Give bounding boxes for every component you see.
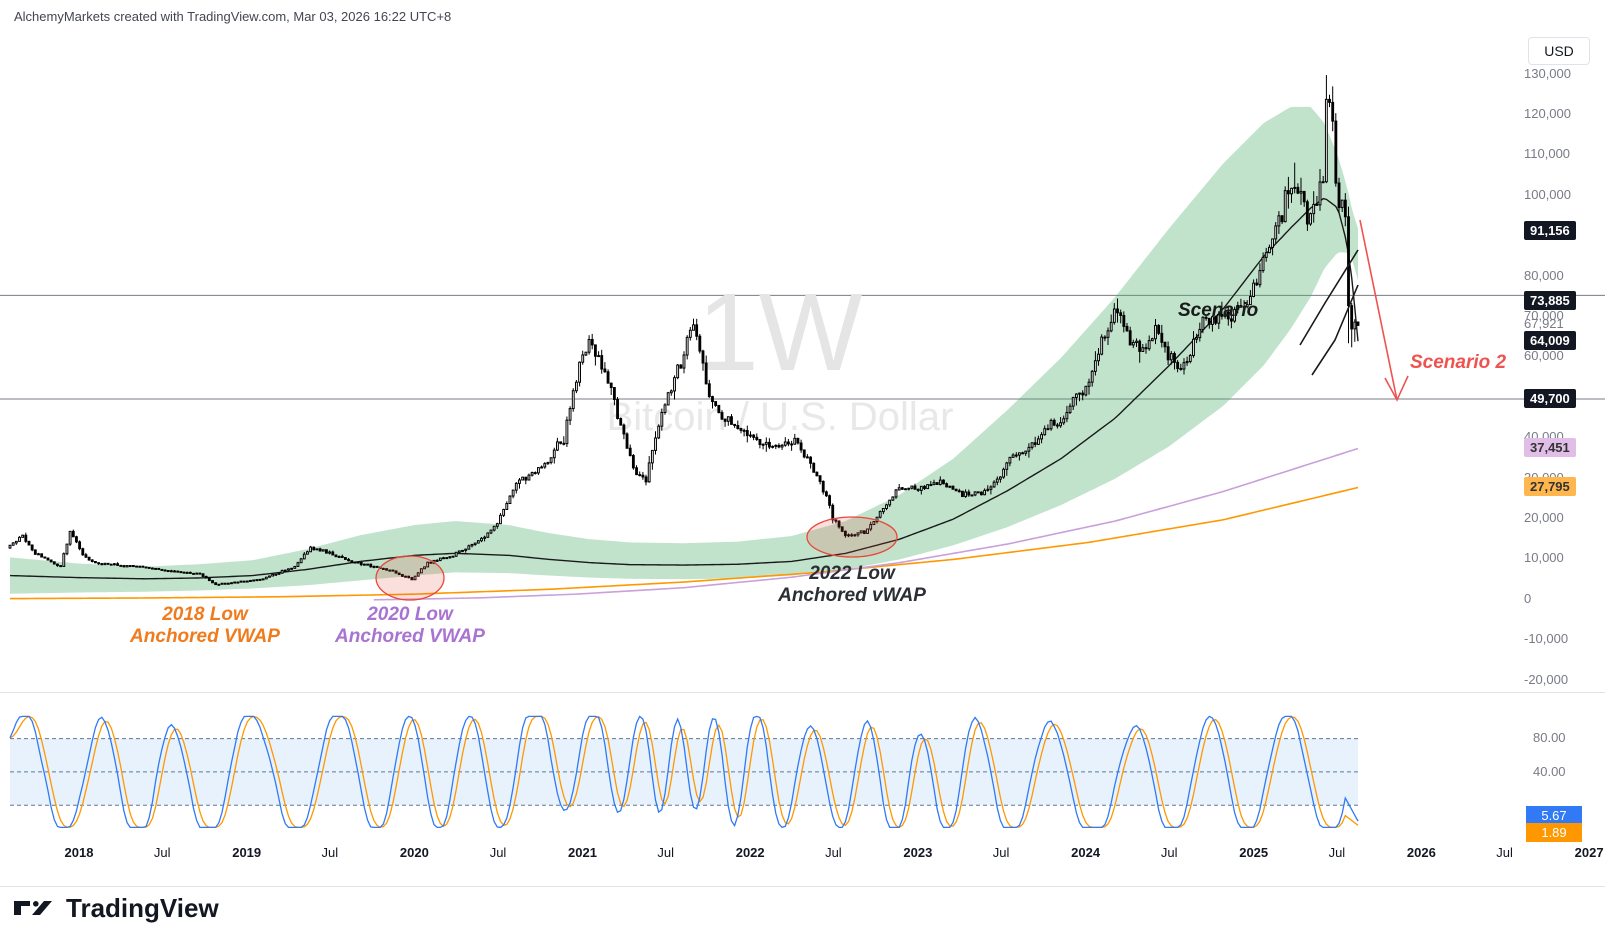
svg-text:1W: 1W: [698, 271, 863, 394]
